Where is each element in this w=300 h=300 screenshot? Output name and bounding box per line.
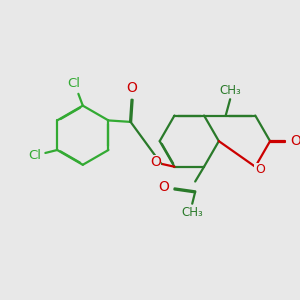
Text: CH₃: CH₃ <box>181 206 203 219</box>
Text: Cl: Cl <box>68 77 80 90</box>
Text: O: O <box>255 163 265 176</box>
Text: CH₃: CH₃ <box>219 84 241 97</box>
Text: O: O <box>150 155 161 169</box>
Text: O: O <box>127 82 137 95</box>
Text: Cl: Cl <box>28 149 41 162</box>
Text: O: O <box>158 180 169 194</box>
Text: O: O <box>290 134 300 148</box>
